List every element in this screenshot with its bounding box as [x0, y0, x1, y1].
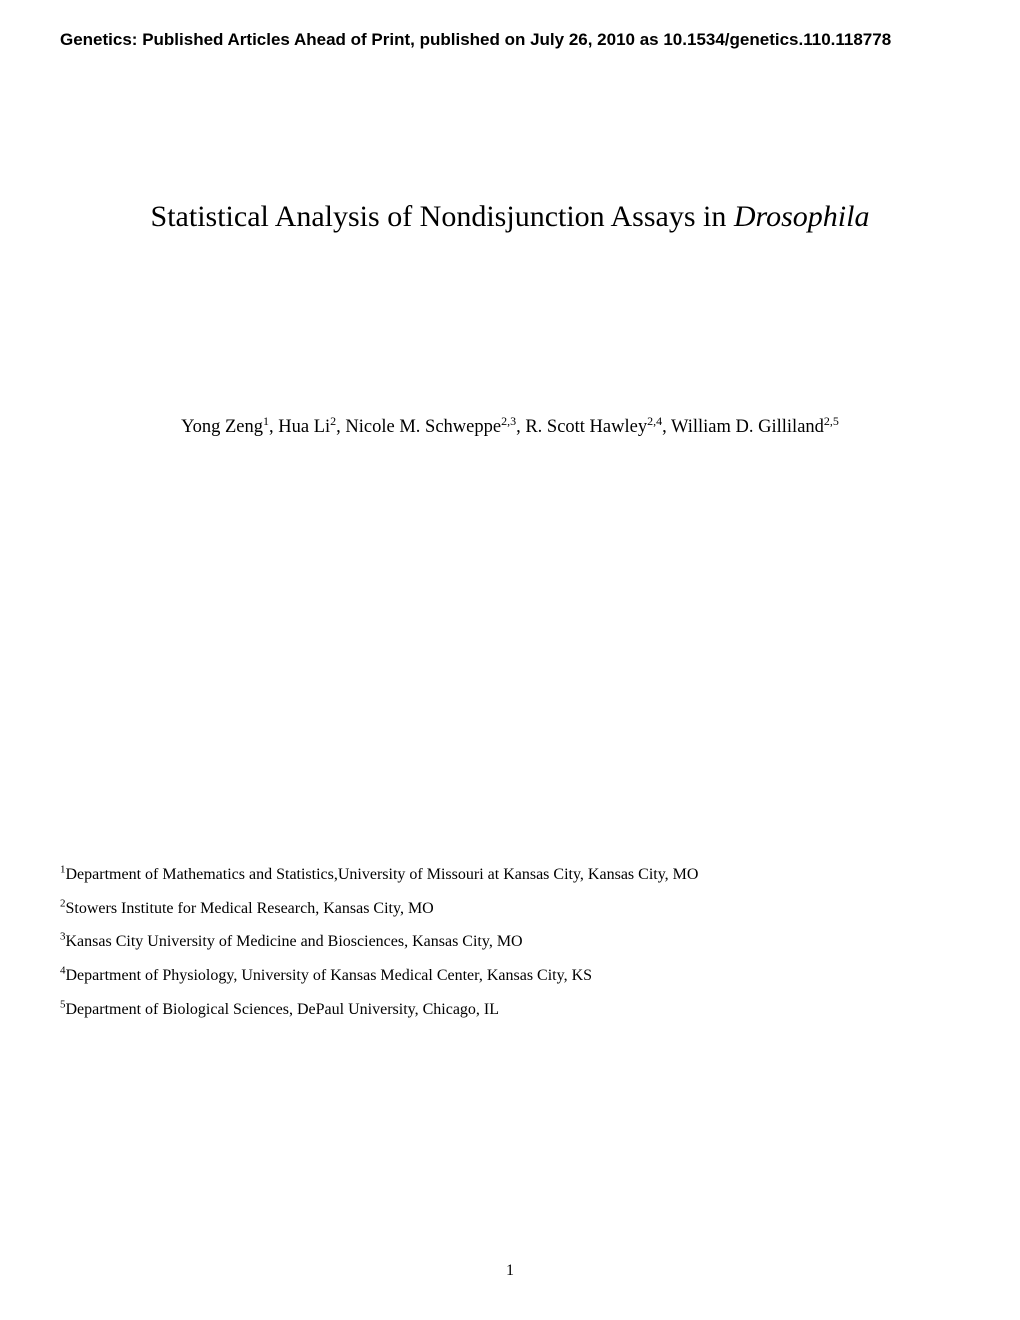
author-3: Nicole M. Schweppe2,3 — [345, 417, 516, 437]
author-2: Hua Li2 — [278, 417, 336, 437]
affiliation-5: 5Department of Biological Sciences, DePa… — [60, 993, 960, 1027]
author-1: Yong Zeng1 — [181, 417, 269, 437]
affiliation-1: 1Department of Mathematics and Statistic… — [60, 858, 960, 892]
author-5: William D. Gilliland2,5 — [671, 417, 839, 437]
affiliation-3: 3Kansas City University of Medicine and … — [60, 925, 960, 959]
affiliation-4: 4Department of Physiology, University of… — [60, 959, 960, 993]
page-number: 1 — [0, 1262, 1020, 1280]
author-list: Yong Zeng1, Hua Li2, Nicole M. Schweppe2… — [60, 414, 960, 438]
author-4: R. Scott Hawley2,4 — [525, 417, 662, 437]
affiliation-list: 1Department of Mathematics and Statistic… — [60, 858, 960, 1026]
title-main: Statistical Analysis of Nondisjunction A… — [151, 200, 734, 233]
title-italic: Drosophila — [734, 200, 870, 233]
affiliation-2: 2Stowers Institute for Medical Research,… — [60, 892, 960, 926]
publication-notice: Genetics: Published Articles Ahead of Pr… — [60, 30, 960, 50]
paper-title: Statistical Analysis of Nondisjunction A… — [60, 200, 960, 234]
